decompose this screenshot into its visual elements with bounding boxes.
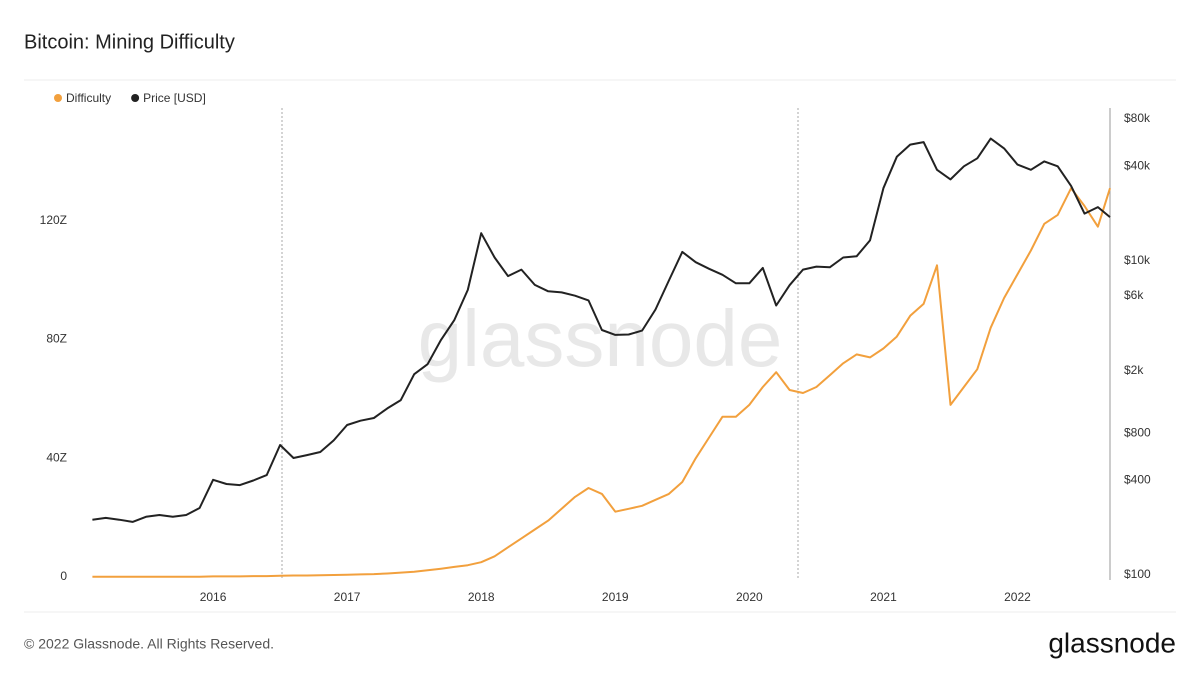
legend-label: Difficulty: [66, 91, 111, 105]
copyright: © 2022 Glassnode. All Rights Reserved.: [24, 636, 274, 652]
y2-tick-label: $6k: [1124, 288, 1144, 302]
series-line: [92, 137, 1111, 523]
y2-tick-label: $40k: [1124, 158, 1151, 172]
y-tick-label: 40Z: [46, 450, 67, 464]
y2-tick-label: $400: [1124, 473, 1151, 487]
y2-tick-label: $800: [1124, 425, 1151, 439]
x-tick-label: 2020: [736, 590, 763, 604]
legend-marker: [131, 94, 140, 102]
x-tick-label: 2018: [468, 590, 495, 604]
chart-title: Bitcoin: Mining Difficulty: [24, 31, 235, 53]
y2-tick-label: $2k: [1124, 363, 1144, 377]
brand-logo: glassnode: [1048, 627, 1176, 658]
y-tick-label: 120Z: [40, 213, 67, 227]
x-tick-label: 2016: [200, 590, 227, 604]
y2-tick-label: $80k: [1124, 111, 1151, 125]
series-line: [92, 187, 1111, 578]
y-tick-label: 0: [60, 569, 67, 583]
legend-label: Price [USD]: [143, 91, 206, 105]
y2-tick-label: $10k: [1124, 253, 1151, 267]
watermark: glassnode: [418, 294, 783, 383]
legend-marker: [54, 94, 62, 102]
x-tick-label: 2022: [1004, 590, 1031, 604]
x-tick-label: 2019: [602, 590, 629, 604]
y-tick-label: 80Z: [46, 332, 67, 346]
x-tick-label: 2017: [334, 590, 361, 604]
x-tick-label: 2021: [870, 590, 897, 604]
y2-tick-label: $100: [1124, 567, 1151, 581]
